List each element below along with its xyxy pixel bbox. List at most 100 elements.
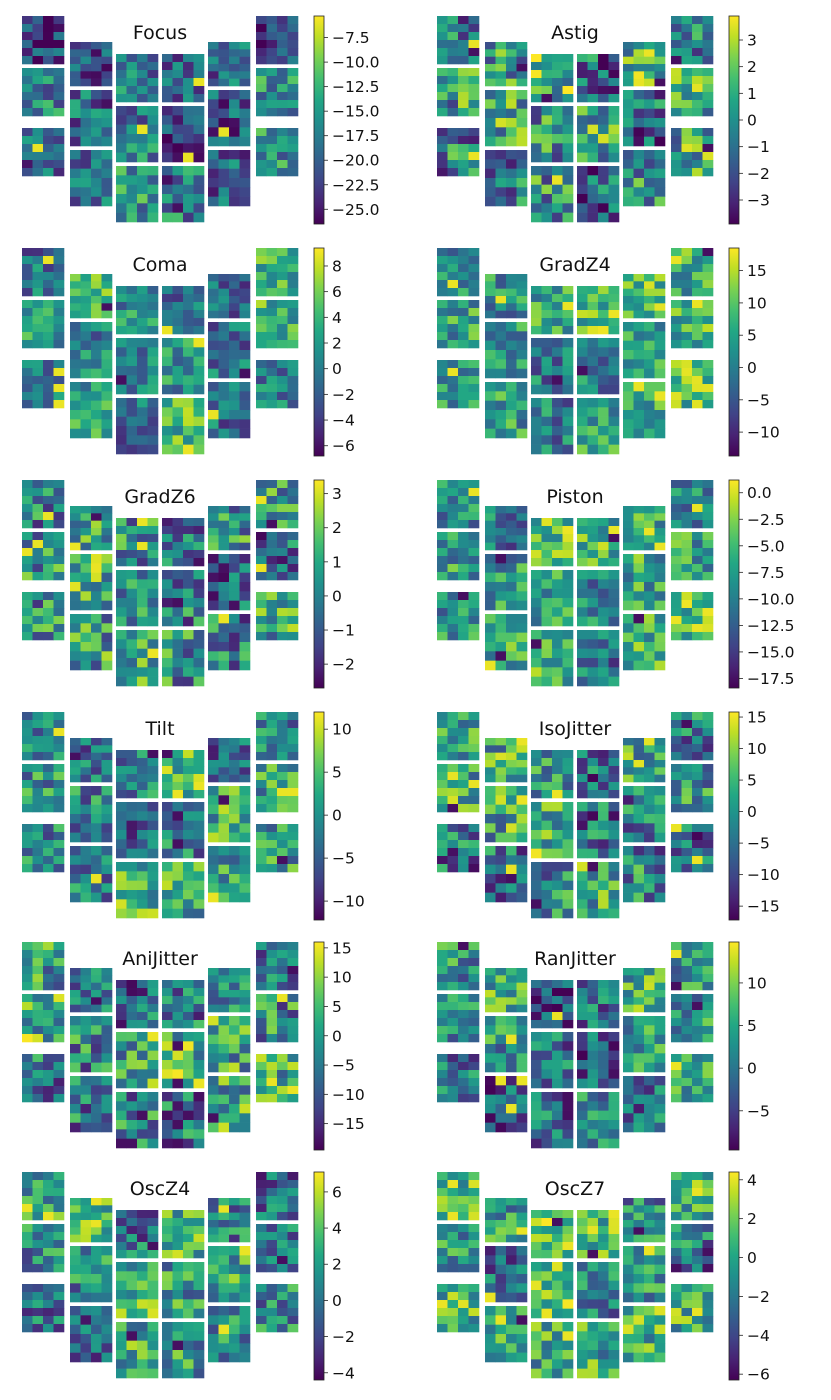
heatmap-cell <box>183 588 194 599</box>
heatmap-cell <box>506 786 517 796</box>
heatmap-cell <box>516 883 528 893</box>
heatmap-cell <box>239 990 251 998</box>
heatmap-cell <box>552 375 563 385</box>
heatmap-cell <box>70 632 81 643</box>
heatmap-cell <box>266 840 278 849</box>
heatmap-cell <box>162 908 173 919</box>
heatmap-cell <box>633 359 645 369</box>
heatmap-cell <box>485 310 496 319</box>
heatmap-cell <box>70 108 81 119</box>
heatmap-cell <box>447 40 459 49</box>
heatmap-cell <box>126 820 138 831</box>
heatmap-cell <box>516 322 528 332</box>
heatmap-cell <box>172 1308 184 1319</box>
heatmap-cell <box>172 766 184 775</box>
heatmap-cell <box>577 848 588 859</box>
heatmap-cell <box>239 322 251 332</box>
heatmap-cell <box>287 136 299 145</box>
heatmap-cell <box>287 564 299 573</box>
heatmap-cell <box>587 1092 599 1102</box>
heatmap-cell <box>162 1350 173 1360</box>
heatmap-cell <box>598 1092 609 1102</box>
heatmap-cell <box>468 68 480 77</box>
heatmap-cell <box>644 786 655 796</box>
heatmap-cell <box>172 115 184 125</box>
heatmap-cell <box>126 616 138 627</box>
heatmap-cell <box>437 632 448 641</box>
heatmap-cell <box>91 1122 102 1133</box>
heatmap-cell <box>208 1255 219 1265</box>
heatmap-cell <box>162 526 173 535</box>
heatmap-cell <box>43 300 54 309</box>
heatmap-cell <box>22 316 33 325</box>
heatmap-cell <box>608 124 620 135</box>
heatmap-cell <box>22 84 33 93</box>
heatmap-cell <box>562 766 574 775</box>
heatmap-cell <box>183 54 194 63</box>
heatmap-cell <box>172 1004 184 1013</box>
heatmap-cell <box>681 848 693 857</box>
heatmap-cell <box>137 338 148 348</box>
heatmap-cell <box>447 360 459 369</box>
heatmap-cell <box>32 84 44 93</box>
heatmap-cell <box>587 78 599 87</box>
heatmap-cell <box>577 1012 588 1021</box>
heatmap-cell <box>208 591 219 601</box>
heatmap-cell <box>541 435 553 445</box>
heatmap-cell <box>53 752 65 761</box>
heatmap-cell <box>183 1368 194 1379</box>
heatmap-cell <box>101 513 113 521</box>
heatmap-cell <box>91 651 102 661</box>
heatmap-cell <box>541 356 553 367</box>
tile <box>623 738 666 783</box>
heatmap-cell <box>162 871 173 881</box>
heatmap-cell <box>53 496 65 505</box>
heatmap-cell <box>277 40 288 49</box>
heatmap-cell <box>692 1078 703 1087</box>
heatmap-cell <box>22 1196 33 1205</box>
heatmap-cell <box>608 598 620 608</box>
heatmap-cell <box>577 790 588 799</box>
heatmap-cell <box>506 520 517 529</box>
heatmap-cell <box>193 134 205 144</box>
heatmap-cell <box>447 548 459 557</box>
heatmap-cell <box>506 1044 517 1054</box>
heatmap-cell <box>229 127 240 137</box>
heatmap-cell <box>193 1210 205 1219</box>
heatmap-cell <box>577 616 588 627</box>
heatmap-cell <box>495 108 507 119</box>
heatmap-cell <box>437 624 448 633</box>
heatmap-cell <box>172 94 184 103</box>
heatmap-cell <box>172 534 184 543</box>
heatmap-cell <box>22 1232 33 1241</box>
heatmap-cell <box>277 100 288 109</box>
heatmap-cell <box>256 100 267 109</box>
heatmap-cell <box>702 1062 714 1071</box>
heatmap-cell <box>229 982 240 991</box>
heatmap-cell <box>239 1025 251 1035</box>
heatmap-cell <box>654 64 666 72</box>
colorbar-tick-label: 0 <box>747 112 757 130</box>
heatmap-cell <box>681 608 693 617</box>
heatmap-cell <box>101 1306 113 1316</box>
heatmap-cell <box>208 760 219 768</box>
heatmap-cell <box>447 592 459 601</box>
heatmap-cell <box>239 1205 251 1213</box>
heatmap-cell <box>266 780 278 789</box>
heatmap-cell <box>562 607 574 617</box>
heatmap-cell <box>218 968 230 976</box>
heatmap-cell <box>256 288 267 297</box>
heatmap-cell <box>447 832 459 841</box>
heatmap-cell <box>671 532 682 541</box>
heatmap-cell <box>623 738 634 746</box>
heatmap-cell <box>644 419 655 429</box>
heatmap-cell <box>137 1210 148 1219</box>
heatmap-cell <box>516 542 528 551</box>
heatmap-cell <box>193 347 205 357</box>
heatmap-cell <box>239 874 251 884</box>
heatmap-cell <box>126 518 138 527</box>
heatmap-cell <box>552 54 563 63</box>
heatmap-cell <box>495 767 507 775</box>
heatmap-cell <box>70 760 81 768</box>
heatmap-cell <box>193 86 205 95</box>
